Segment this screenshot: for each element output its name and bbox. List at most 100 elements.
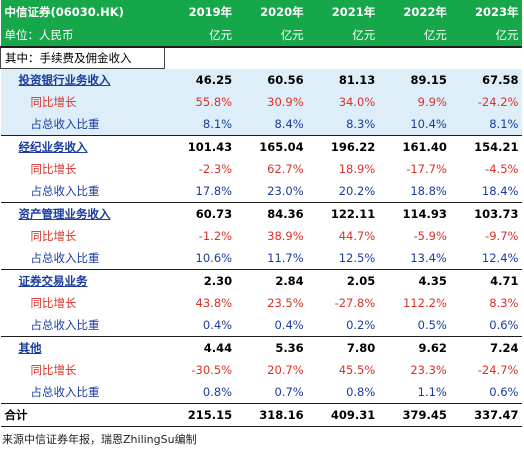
year-header: 2023年: [450, 0, 523, 24]
section-share-row-value: 8.1%: [164, 113, 237, 136]
section-share-row-value: 0.5%: [379, 314, 451, 337]
section-total-row-value: 215.15: [164, 403, 237, 427]
section-growth-row-value: -30.5%: [191, 363, 233, 377]
unit-cell: 亿元: [164, 24, 237, 48]
section-main-row-value: 196.22: [330, 140, 376, 154]
section-share-row-value: 12.5%: [307, 247, 380, 270]
section-growth-row-value: 30.9%: [236, 91, 308, 113]
section-main-row: 其他 4.44 5.36 7.80 9.62 7.24: [1, 337, 523, 360]
section-main-row-value: 101.43: [187, 140, 233, 154]
section-main-row-value: 67.58: [450, 68, 523, 91]
unit-cell: 亿元: [379, 24, 451, 48]
section-total-row-value: 409.31: [307, 403, 380, 427]
section-main-row: 投资银行业务收入 46.25 60.56 81.13 89.15 67.58: [0, 68, 523, 91]
section-main-row-label[interactable]: 资产管理业务收入: [18, 207, 111, 221]
section-share-row-value: 8.4%: [236, 113, 308, 136]
section-share-row-value: 10.6%: [164, 247, 237, 270]
section-growth-row-value: -2.3%: [198, 162, 233, 176]
section-growth-row-value: 43.8%: [195, 296, 233, 310]
section-main-row: 资产管理业务收入 60.73 84.36 122.11 114.93 103.73: [1, 203, 523, 226]
section-main-row-value: 103.73: [474, 207, 519, 221]
section-share-row-value: 0.7%: [236, 381, 308, 404]
section-total-row-value: 337.47: [450, 403, 523, 427]
section-growth-row-value: -1.2%: [198, 229, 233, 243]
unit-cell: 亿元: [450, 24, 523, 48]
section-share-row: 占总收入比重 0.4% 0.4% 0.2% 0.5% 0.6%: [0, 314, 523, 337]
section-growth-row-value: -17.7%: [406, 162, 447, 176]
note-row: 其中：手续费及佣金收入: [0, 46, 523, 69]
year-header: 2021年: [307, 0, 380, 24]
unit-row: 单位：人民币 亿元 亿元 亿元 亿元 亿元: [0, 24, 523, 48]
section-main-row-value: 60.56: [236, 68, 308, 91]
section-total-row-label: 合计: [0, 403, 165, 427]
section-share-row-value: 1.1%: [379, 381, 451, 404]
section-main-row-value: 4.71: [490, 274, 519, 288]
section-share-row-value: 0.2%: [307, 314, 380, 337]
section-share-row-value: 0.4%: [236, 314, 308, 337]
section-share-row-label: 占总收入比重: [0, 247, 165, 270]
section-growth-row-value: -9.7%: [485, 229, 519, 243]
section-growth-row-value: 44.7%: [338, 229, 376, 243]
unit-label: 单位：人民币: [0, 24, 165, 48]
section-total-row-value: 379.45: [379, 403, 451, 427]
section-share-row-value: 8.3%: [307, 113, 380, 136]
section-main-row-label[interactable]: 证券交易业务: [18, 274, 88, 288]
section-main-row: 经纪业务收入 101.43 165.04 196.22 161.40 154.21: [1, 136, 523, 159]
section-share-row-value: 0.4%: [164, 314, 237, 337]
section-growth-row-value: -27.8%: [334, 296, 376, 310]
section-growth-row-value: 112.2%: [403, 296, 447, 310]
section-main-row-value: 89.15: [379, 68, 451, 91]
section-main-row-label[interactable]: 经纪业务收入: [18, 140, 88, 154]
section-share-row-value: 10.4%: [379, 113, 451, 136]
section-growth-row-value: 23.5%: [267, 296, 304, 310]
section-growth-row-value: 8.3%: [489, 296, 519, 310]
section-growth-row-value: 20.7%: [267, 363, 304, 377]
unit-cell: 亿元: [236, 24, 308, 48]
section-main-row-value: 5.36: [275, 341, 304, 355]
company-name: 中信证券(06030.HK): [0, 0, 165, 24]
section-main-row-value: 9.62: [418, 341, 447, 355]
section-growth-row: 同比增长 -2.3% 62.7% 18.9% -17.7% -4.5%: [1, 158, 523, 180]
section-growth-row: 同比增长 -1.2% 38.9% 44.7% -5.9% -9.7%: [1, 225, 523, 247]
section-main-row-value: 2.05: [346, 274, 376, 288]
section-share-row-value: 11.7%: [236, 247, 308, 270]
section-growth-row: 同比增长 -30.5% 20.7% 45.5% 23.3% -24.7%: [1, 359, 523, 381]
section-growth-row-value: 45.5%: [338, 363, 376, 377]
section-share-row-value: 0.6%: [450, 314, 523, 337]
section-growth-row-label: 同比增长: [30, 363, 77, 377]
section-growth-row-value: 38.9%: [267, 229, 304, 243]
section-main-row-value: 81.13: [307, 68, 380, 91]
section-main-row-value: 122.11: [330, 207, 376, 221]
section-growth-row-value: 62.7%: [267, 162, 304, 176]
header-row: 中信证券(06030.HK) 2019年 2020年 2021年 2022年 2…: [0, 0, 523, 24]
section-main-row-value: 60.73: [195, 207, 233, 221]
section-share-row-value: 12.4%: [450, 247, 523, 270]
section-share-row-label: 占总收入比重: [0, 113, 165, 136]
section-main-row-value: 4.44: [203, 341, 233, 355]
section-growth-row-value: -24.7%: [477, 363, 519, 377]
section-main-row-label[interactable]: 其他: [18, 341, 42, 355]
section-growth-row-value: 34.0%: [307, 91, 380, 113]
section-share-row-value: 0.6%: [450, 381, 523, 404]
source-footnote: 来源中信证券年报，瑞恩ZhilingSu编制: [2, 433, 197, 446]
section-growth-row-label: 同比增长: [30, 162, 77, 176]
section-share-row-value: 18.4%: [450, 180, 523, 203]
section-growth-row-label: 同比增长: [0, 91, 165, 113]
section-main-row: 证券交易业务 2.30 2.84 2.05 4.35 4.71: [1, 270, 523, 293]
section-share-row-value: 0.8%: [164, 381, 237, 404]
section-share-row-value: 17.8%: [164, 180, 237, 203]
section-share-row: 占总收入比重 17.8% 23.0% 20.2% 18.8% 18.4%: [0, 180, 523, 203]
section-main-row-value: 4.35: [418, 274, 447, 288]
section-total-row: 合计 215.15 318.16 409.31 379.45 337.47: [0, 403, 523, 427]
section-main-row-value: 114.93: [402, 207, 447, 221]
year-header: 2019年: [164, 0, 237, 24]
section-main-row-value: 161.40: [402, 140, 447, 154]
section-share-row-value: 0.8%: [307, 381, 380, 404]
section-main-row-label[interactable]: 投资银行业务收入: [0, 68, 165, 91]
section-growth-row-label: 同比增长: [30, 229, 77, 243]
section-share-row: 占总收入比重 0.8% 0.7% 0.8% 1.1% 0.6%: [0, 381, 523, 404]
income-table: 中信证券(06030.HK) 2019年 2020年 2021年 2022年 2…: [0, 0, 523, 427]
section-growth-row-value: 55.8%: [164, 91, 237, 113]
section-growth-row-value: -5.9%: [413, 229, 447, 243]
section-growth-row: 同比增长 55.8% 30.9% 34.0% 9.9% -24.2%: [0, 91, 523, 113]
